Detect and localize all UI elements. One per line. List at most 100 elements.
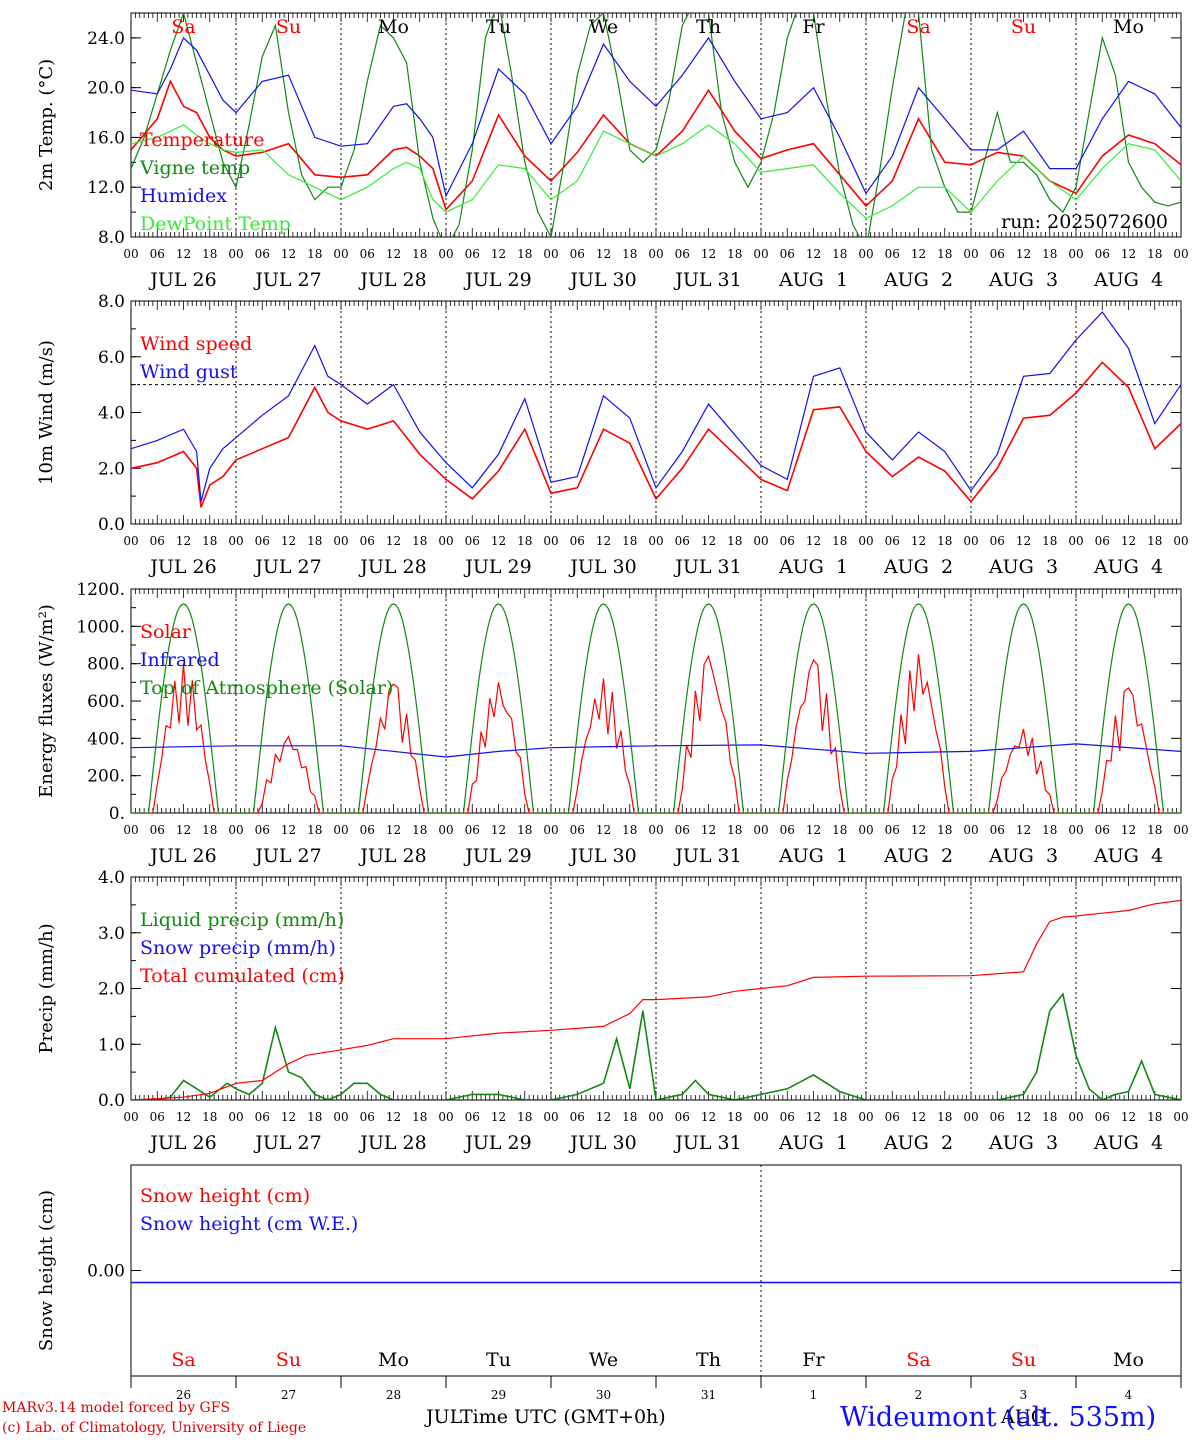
weekday-label: We xyxy=(589,1349,618,1371)
weekday-label: Sa xyxy=(906,1349,930,1371)
day-label: AUG 1 xyxy=(778,845,848,867)
hour-tick-label: 12 xyxy=(806,247,821,261)
y-tick-label: 0.0 xyxy=(98,1091,125,1111)
day-label: JUL 31 xyxy=(673,269,741,291)
day-label: JUL 30 xyxy=(568,269,636,291)
weekday-label: Mo xyxy=(1113,16,1144,38)
y-tick-label: 200. xyxy=(87,767,125,787)
hour-tick-label: 06 xyxy=(675,247,690,261)
legend-entry: Top of Atmosphere (Solar) xyxy=(140,677,393,699)
y-tick-label: 12.0 xyxy=(87,178,125,198)
legend-entry: Wind speed xyxy=(140,333,252,355)
y-tick-label: 2.0 xyxy=(98,459,125,479)
y-axis-label: Energy fluxes (W/m²) xyxy=(36,604,57,798)
day-label: JUL 26 xyxy=(148,1132,216,1154)
hour-tick-label: 00 xyxy=(753,247,768,261)
panel-3: 00 06 12 18 JUL 26 00 06 12 18 JUL 27 00 06 12 18 JUL … xyxy=(123,588,1182,867)
hour-tick-label: 18 xyxy=(622,823,637,837)
y-tick-label: 2.0 xyxy=(98,980,125,1000)
hour-tick-label: 06 xyxy=(990,534,1005,548)
hour-tick-label: 06 xyxy=(675,1110,690,1124)
hour-tick-label: 00 xyxy=(963,247,978,261)
weekday-label: Mo xyxy=(378,1349,409,1371)
weekday-label: Th xyxy=(696,16,721,38)
hour-tick-label: 00 xyxy=(753,534,768,548)
day-number-label: 3 xyxy=(1020,1388,1028,1402)
hour-tick-label: 18 xyxy=(727,534,742,548)
hour-tick-label: 00 xyxy=(123,534,138,548)
hour-tick-label: 18 xyxy=(1042,247,1057,261)
day-label: AUG 1 xyxy=(778,269,848,291)
hour-tick-label: 06 xyxy=(885,247,900,261)
hour-tick-label: 12 xyxy=(911,247,926,261)
series-group xyxy=(131,603,1181,813)
hour-tick-label: 00 xyxy=(963,823,978,837)
hour-tick-label: 00 xyxy=(858,534,873,548)
series-line-3 xyxy=(131,124,1181,220)
hour-tick-label: 06 xyxy=(360,1110,375,1124)
footer-month-aug: AUG xyxy=(1001,1406,1046,1428)
y-tick-label: 3.0 xyxy=(98,924,125,944)
series-line-0 xyxy=(131,79,1181,212)
hour-tick-label: 06 xyxy=(675,534,690,548)
day-label: AUG 1 xyxy=(778,1132,848,1154)
y-tick-label: 600. xyxy=(87,692,125,712)
hour-tick-label: 18 xyxy=(727,1110,742,1124)
hour-tick-label: 00 xyxy=(858,247,873,261)
hour-tick-label: 18 xyxy=(832,823,847,837)
legend-entry: Snow height (cm W.E.) xyxy=(140,1213,358,1235)
time-axis-title: Time UTC (GMT+0h) xyxy=(460,1406,666,1428)
hour-tick-label: 00 xyxy=(438,534,453,548)
y-tick-label: 800. xyxy=(87,655,125,675)
weekday-label: Sa xyxy=(171,16,195,38)
day-label: JUL 29 xyxy=(463,1132,531,1154)
hour-tick-label: 12 xyxy=(701,247,716,261)
hour-tick-label: 00 xyxy=(963,1110,978,1124)
hour-tick-label: 06 xyxy=(570,823,585,837)
y-tick-label: 0. xyxy=(109,804,125,824)
legend-entry: Snow height (cm) xyxy=(140,1185,310,1207)
day-label: JUL 27 xyxy=(253,556,321,578)
day-number-label: 27 xyxy=(281,1388,296,1402)
hour-tick-label: 00 xyxy=(228,823,243,837)
y-tick-label: 400. xyxy=(87,729,125,749)
hour-tick-label: 00 xyxy=(1068,247,1083,261)
legend-entry: Vigne temp xyxy=(139,157,250,179)
hour-tick-label: 12 xyxy=(911,534,926,548)
day-label: JUL 30 xyxy=(568,556,636,578)
hour-tick-label: 00 xyxy=(648,534,663,548)
y-tick-label: 1.0 xyxy=(98,1035,125,1055)
hour-tick-label: 06 xyxy=(780,534,795,548)
panel-5 xyxy=(130,1164,1182,1388)
hour-tick-label: 12 xyxy=(491,823,506,837)
y-tick-label: 16.0 xyxy=(87,128,125,148)
hour-tick-label: 06 xyxy=(1095,823,1110,837)
hour-tick-label: 18 xyxy=(1042,1110,1057,1124)
hour-tick-label: 18 xyxy=(1147,1110,1162,1124)
hour-tick-label: 00 xyxy=(438,823,453,837)
day-number-label: 28 xyxy=(386,1388,401,1402)
hour-tick-label: 18 xyxy=(412,823,427,837)
hour-tick-label: 06 xyxy=(570,1110,585,1124)
hour-tick-label: 18 xyxy=(1042,534,1057,548)
hour-tick-label: 12 xyxy=(176,247,191,261)
day-label: JUL 28 xyxy=(358,269,426,291)
day-label: JUL 30 xyxy=(568,1132,636,1154)
hour-tick-label: 18 xyxy=(937,1110,952,1124)
hour-tick-label: 18 xyxy=(202,823,217,837)
hour-tick-label: 18 xyxy=(412,1110,427,1124)
hour-tick-label: 12 xyxy=(281,823,296,837)
day-label: AUG 3 xyxy=(988,269,1058,291)
panel-4: 00 06 12 18 JUL 26 00 06 12 18 JUL 27 00 06 12 18 JUL … xyxy=(123,876,1182,1154)
hour-tick-label: 12 xyxy=(1016,247,1031,261)
day-number-label: 4 xyxy=(1125,1388,1133,1402)
hour-tick-label: 18 xyxy=(727,247,742,261)
weekday-label: Su xyxy=(1011,1349,1036,1371)
day-label: AUG 3 xyxy=(988,556,1058,578)
hour-tick-label: 18 xyxy=(307,1110,322,1124)
day-number-label: 1 xyxy=(810,1388,818,1402)
hour-tick-label: 18 xyxy=(202,247,217,261)
day-label: JUL 30 xyxy=(568,845,636,867)
hour-tick-label: 18 xyxy=(937,823,952,837)
hour-tick-label: 06 xyxy=(150,247,165,261)
